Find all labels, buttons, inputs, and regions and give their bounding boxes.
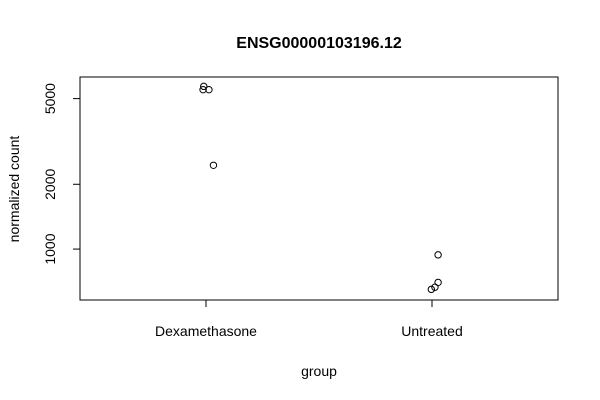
data-point xyxy=(205,85,213,94)
y-axis-label: normalized count xyxy=(6,136,22,243)
x-tick-label: Untreated xyxy=(401,323,462,339)
data-point xyxy=(434,251,442,259)
x-tick-label: Dexamethasone xyxy=(155,323,257,339)
y-axis: 1000 2000 5000 xyxy=(42,83,80,265)
data-point xyxy=(209,161,218,169)
y-tick-label: 5000 xyxy=(42,83,58,114)
x-axis-label: group xyxy=(301,363,337,379)
x-axis: Dexamethasone Untreated xyxy=(155,300,463,339)
data-point xyxy=(200,82,208,91)
data-point xyxy=(199,85,207,94)
y-tick-label: 2000 xyxy=(42,168,58,199)
data-point xyxy=(431,283,439,291)
plot-frame xyxy=(79,76,559,301)
data-point xyxy=(427,285,436,294)
chart-title: ENSG00000103196.12 xyxy=(236,35,402,52)
data-points xyxy=(199,82,442,294)
y-tick-label: 1000 xyxy=(42,233,58,264)
